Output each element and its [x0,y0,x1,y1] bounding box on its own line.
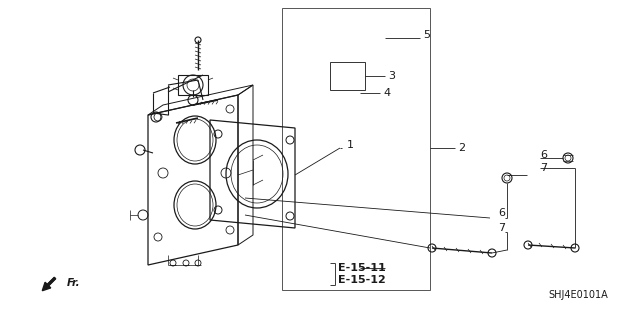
Text: 3: 3 [388,71,395,81]
Text: 1: 1 [347,140,354,150]
Text: E-15-12: E-15-12 [338,275,386,285]
Text: E-15-11: E-15-11 [338,263,386,273]
Bar [178,75,208,95]
Text: 6: 6 [540,150,547,160]
Text: 7: 7 [498,223,505,233]
Text: 5: 5 [423,30,430,40]
FancyArrow shape [42,277,56,291]
Text: 2: 2 [458,143,465,153]
Text: SHJ4E0101A: SHJ4E0101A [548,290,608,300]
Text: 6: 6 [498,208,505,218]
Text: Fr.: Fr. [67,278,81,288]
Text: 4: 4 [383,88,390,98]
Text: 7: 7 [540,163,547,173]
Bar [282,8,430,290]
Bar [330,62,365,90]
